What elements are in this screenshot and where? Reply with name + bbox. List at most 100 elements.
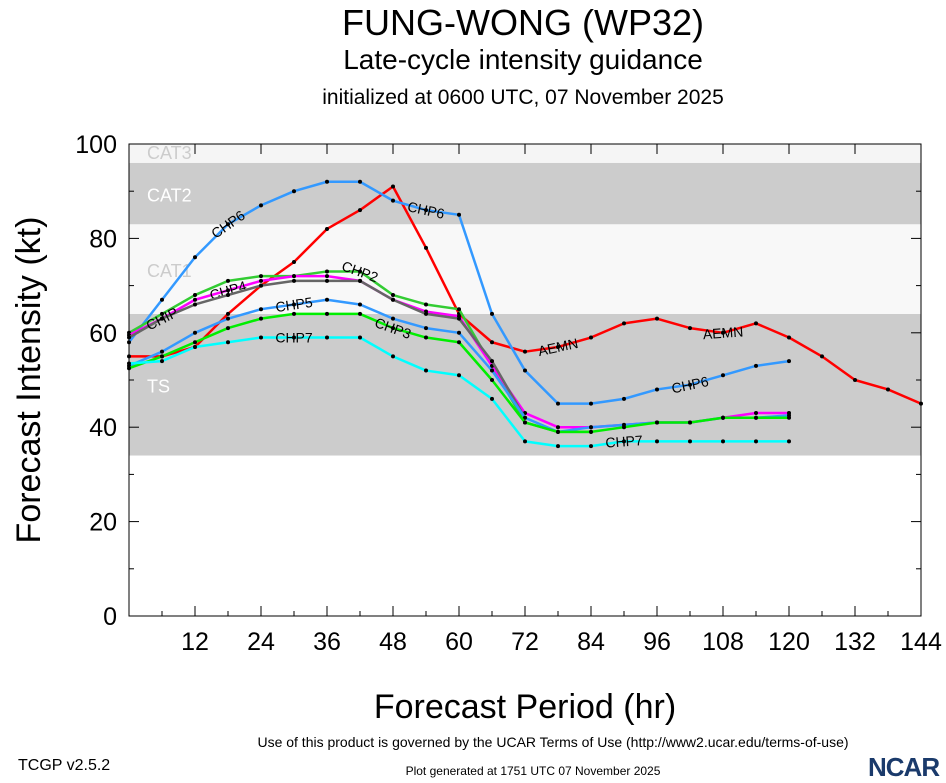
data-point — [358, 311, 362, 316]
series-label: CHP6 — [406, 198, 446, 222]
data-point — [754, 363, 758, 368]
series-label-text: CHP6 — [406, 198, 446, 222]
data-point — [655, 420, 659, 425]
data-point — [358, 278, 362, 283]
data-point — [688, 420, 692, 425]
data-point — [721, 330, 725, 335]
data-point — [226, 316, 230, 321]
data-point — [721, 373, 725, 378]
version-text: TCGP v2.5.2 — [18, 757, 111, 774]
data-point — [523, 415, 527, 420]
init-time: initialized at 0600 UTC, 07 November 202… — [322, 86, 724, 109]
x-tick-label: 48 — [379, 628, 407, 656]
data-point — [325, 226, 329, 231]
data-point — [787, 439, 791, 444]
data-point — [655, 387, 659, 392]
series-label-text: CHP7 — [605, 432, 644, 451]
data-point — [490, 340, 494, 345]
series-chp7: CHP7 CHP7 — [127, 330, 791, 451]
x-axis-label: Forecast Period (hr) — [374, 688, 676, 726]
data-point — [391, 293, 395, 298]
y-tick-label: 0 — [103, 603, 117, 631]
data-point — [886, 387, 890, 392]
generated-text: Plot generated at 1751 UTC 07 November 2… — [405, 764, 661, 778]
data-point — [523, 349, 527, 354]
data-point — [589, 335, 593, 340]
data-point — [391, 354, 395, 359]
y-tick-label: 100 — [75, 131, 117, 159]
data-point — [358, 179, 362, 184]
data-point — [292, 302, 296, 307]
data-point — [688, 382, 692, 387]
data-point — [160, 354, 164, 359]
data-point — [688, 326, 692, 331]
data-point — [490, 378, 494, 382]
data-point — [292, 189, 296, 194]
data-point — [424, 335, 428, 340]
data-point — [226, 222, 230, 227]
x-tick-label: 60 — [445, 628, 473, 656]
data-point — [193, 255, 197, 260]
data-point — [424, 245, 428, 250]
data-point — [127, 340, 131, 345]
series-label-text: CHP6 — [670, 373, 710, 397]
series-label: CHP7 — [605, 432, 644, 451]
data-point — [193, 297, 197, 302]
data-point — [259, 316, 263, 321]
series-label-text: AEMN — [702, 323, 743, 342]
data-point — [853, 378, 857, 382]
data-point — [127, 366, 131, 371]
data-point — [754, 411, 758, 416]
data-point — [556, 444, 560, 449]
data-point — [259, 283, 263, 288]
y-tick-label: 80 — [89, 225, 117, 253]
data-point — [292, 335, 296, 340]
data-point — [391, 326, 395, 331]
x-tick-label: 108 — [702, 628, 744, 656]
data-point — [391, 297, 395, 302]
data-point — [325, 297, 329, 302]
data-point — [325, 335, 329, 340]
series-label-text: CHP7 — [275, 330, 313, 346]
data-point — [754, 321, 758, 326]
data-point — [226, 288, 230, 293]
data-point — [721, 415, 725, 420]
x-tick-label: 84 — [577, 628, 605, 656]
data-point — [160, 297, 164, 302]
band-label: CAT2 — [147, 186, 192, 206]
data-point — [622, 439, 626, 444]
data-point — [358, 269, 362, 274]
data-point — [424, 208, 428, 213]
data-point — [358, 208, 362, 213]
data-point — [589, 444, 593, 449]
x-tick-label: 144 — [900, 628, 942, 656]
data-point — [490, 368, 494, 373]
data-point — [523, 368, 527, 373]
data-point — [127, 361, 131, 366]
data-point — [688, 439, 692, 444]
ncar-logo: NCAR — [868, 752, 940, 782]
data-point — [193, 293, 197, 298]
band-label: TS — [147, 377, 170, 397]
y-tick-label: 20 — [89, 509, 117, 537]
data-point — [259, 203, 263, 208]
data-point — [457, 330, 461, 335]
band-cat2 — [129, 162, 921, 225]
data-point — [787, 359, 791, 364]
data-point — [523, 439, 527, 444]
data-point — [127, 335, 131, 340]
data-point — [754, 439, 758, 444]
data-point — [655, 439, 659, 444]
data-point — [292, 260, 296, 264]
x-tick-label: 24 — [247, 628, 275, 656]
data-point — [589, 429, 593, 434]
data-point — [325, 311, 329, 316]
series-label-text: CHP5 — [274, 294, 313, 315]
data-point — [325, 278, 329, 283]
data-point — [424, 368, 428, 373]
data-point — [721, 439, 725, 444]
data-point — [226, 326, 230, 331]
data-point — [457, 340, 461, 345]
